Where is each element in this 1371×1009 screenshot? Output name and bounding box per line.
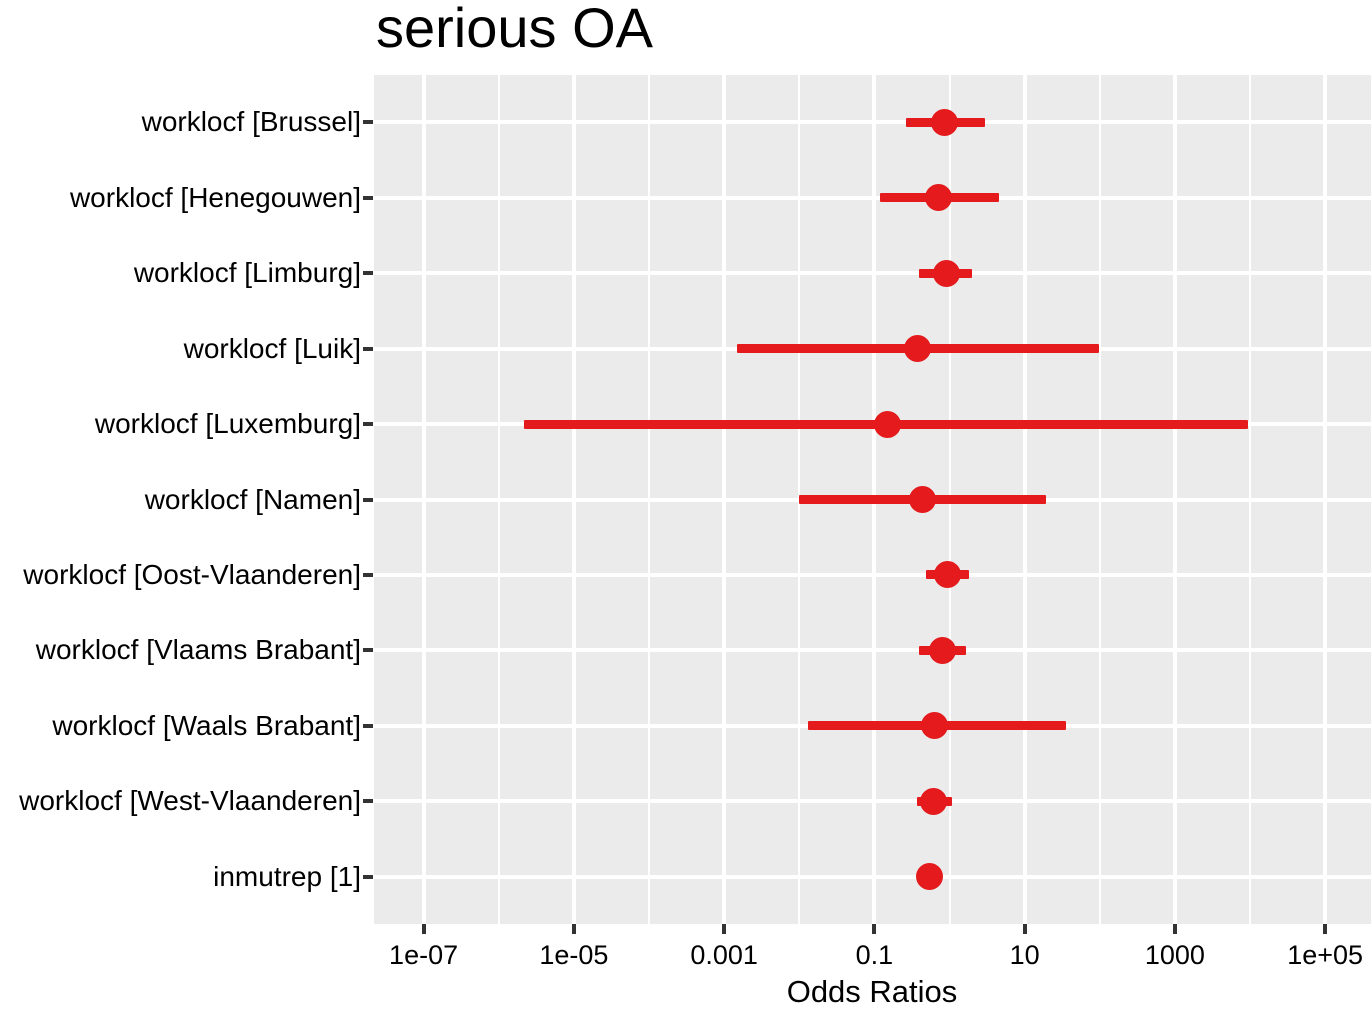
gridline-horizontal xyxy=(374,120,1371,125)
gridline-horizontal xyxy=(374,271,1371,276)
y-axis-label: worklocf [Limburg] xyxy=(133,257,361,289)
x-tick-label: 1000 xyxy=(1144,940,1205,970)
point-estimate xyxy=(933,561,961,589)
y-tick-mark xyxy=(363,497,373,502)
x-tick-mark xyxy=(1323,924,1328,934)
x-tick-mark xyxy=(722,924,727,934)
x-tick-mark xyxy=(571,924,576,934)
x-tick-label: 1e-05 xyxy=(539,940,609,970)
y-tick-mark xyxy=(363,723,373,728)
plot-panel xyxy=(374,75,1371,924)
gridline-horizontal xyxy=(374,195,1371,200)
y-tick-mark xyxy=(363,648,373,653)
y-axis-label: worklocf [Vlaams Brabant] xyxy=(35,634,361,666)
y-tick-mark xyxy=(363,195,373,200)
point-estimate xyxy=(915,863,943,891)
y-axis-label: inmutrep [1] xyxy=(213,860,361,892)
y-axis-label: worklocf [Namen] xyxy=(144,483,361,515)
x-tick-label: 1e-07 xyxy=(389,940,459,970)
gridline-horizontal xyxy=(374,648,1371,653)
point-estimate xyxy=(925,184,953,212)
y-axis-label: worklocf [Luik] xyxy=(183,332,361,364)
y-axis-label: worklocf [Oost-Vlaanderen] xyxy=(23,558,361,590)
y-tick-mark xyxy=(363,346,373,351)
point-estimate xyxy=(909,486,937,513)
point-estimate xyxy=(930,108,958,136)
y-tick-mark xyxy=(363,120,373,125)
y-axis-label: worklocf [Luxemburg] xyxy=(94,408,361,440)
x-tick-label: 0.1 xyxy=(855,940,894,970)
point-estimate xyxy=(920,787,948,815)
y-axis-label: worklocf [Henegouwen] xyxy=(69,181,361,213)
plot-title: serious OA xyxy=(376,0,653,59)
point-estimate xyxy=(874,410,902,438)
x-tick-label: 10 xyxy=(1009,940,1040,970)
gridline-horizontal xyxy=(374,572,1371,577)
x-tick-mark xyxy=(1172,924,1177,934)
gridline-horizontal xyxy=(374,874,1371,879)
y-tick-mark xyxy=(363,271,373,276)
y-axis-label: worklocf [Brussel] xyxy=(141,106,361,138)
x-tick-mark xyxy=(872,924,877,934)
x-tick-label: 1e+05 xyxy=(1287,940,1364,970)
y-tick-mark xyxy=(363,572,373,577)
point-estimate xyxy=(904,335,932,363)
point-estimate xyxy=(921,712,949,740)
point-estimate xyxy=(932,259,960,287)
x-tick-mark xyxy=(421,924,426,934)
point-estimate xyxy=(928,636,956,664)
y-axis-label: worklocf [Waals Brabant] xyxy=(52,709,361,741)
x-tick-label: 0.001 xyxy=(690,940,758,970)
x-tick-mark xyxy=(1022,924,1027,934)
gridline-horizontal xyxy=(374,799,1371,804)
y-tick-mark xyxy=(363,874,373,879)
x-axis-title: Odds Ratios xyxy=(786,974,958,1009)
y-tick-mark xyxy=(363,799,373,804)
y-axis-label: worklocf [West-Vlaanderen] xyxy=(19,785,361,817)
y-tick-mark xyxy=(363,422,373,427)
